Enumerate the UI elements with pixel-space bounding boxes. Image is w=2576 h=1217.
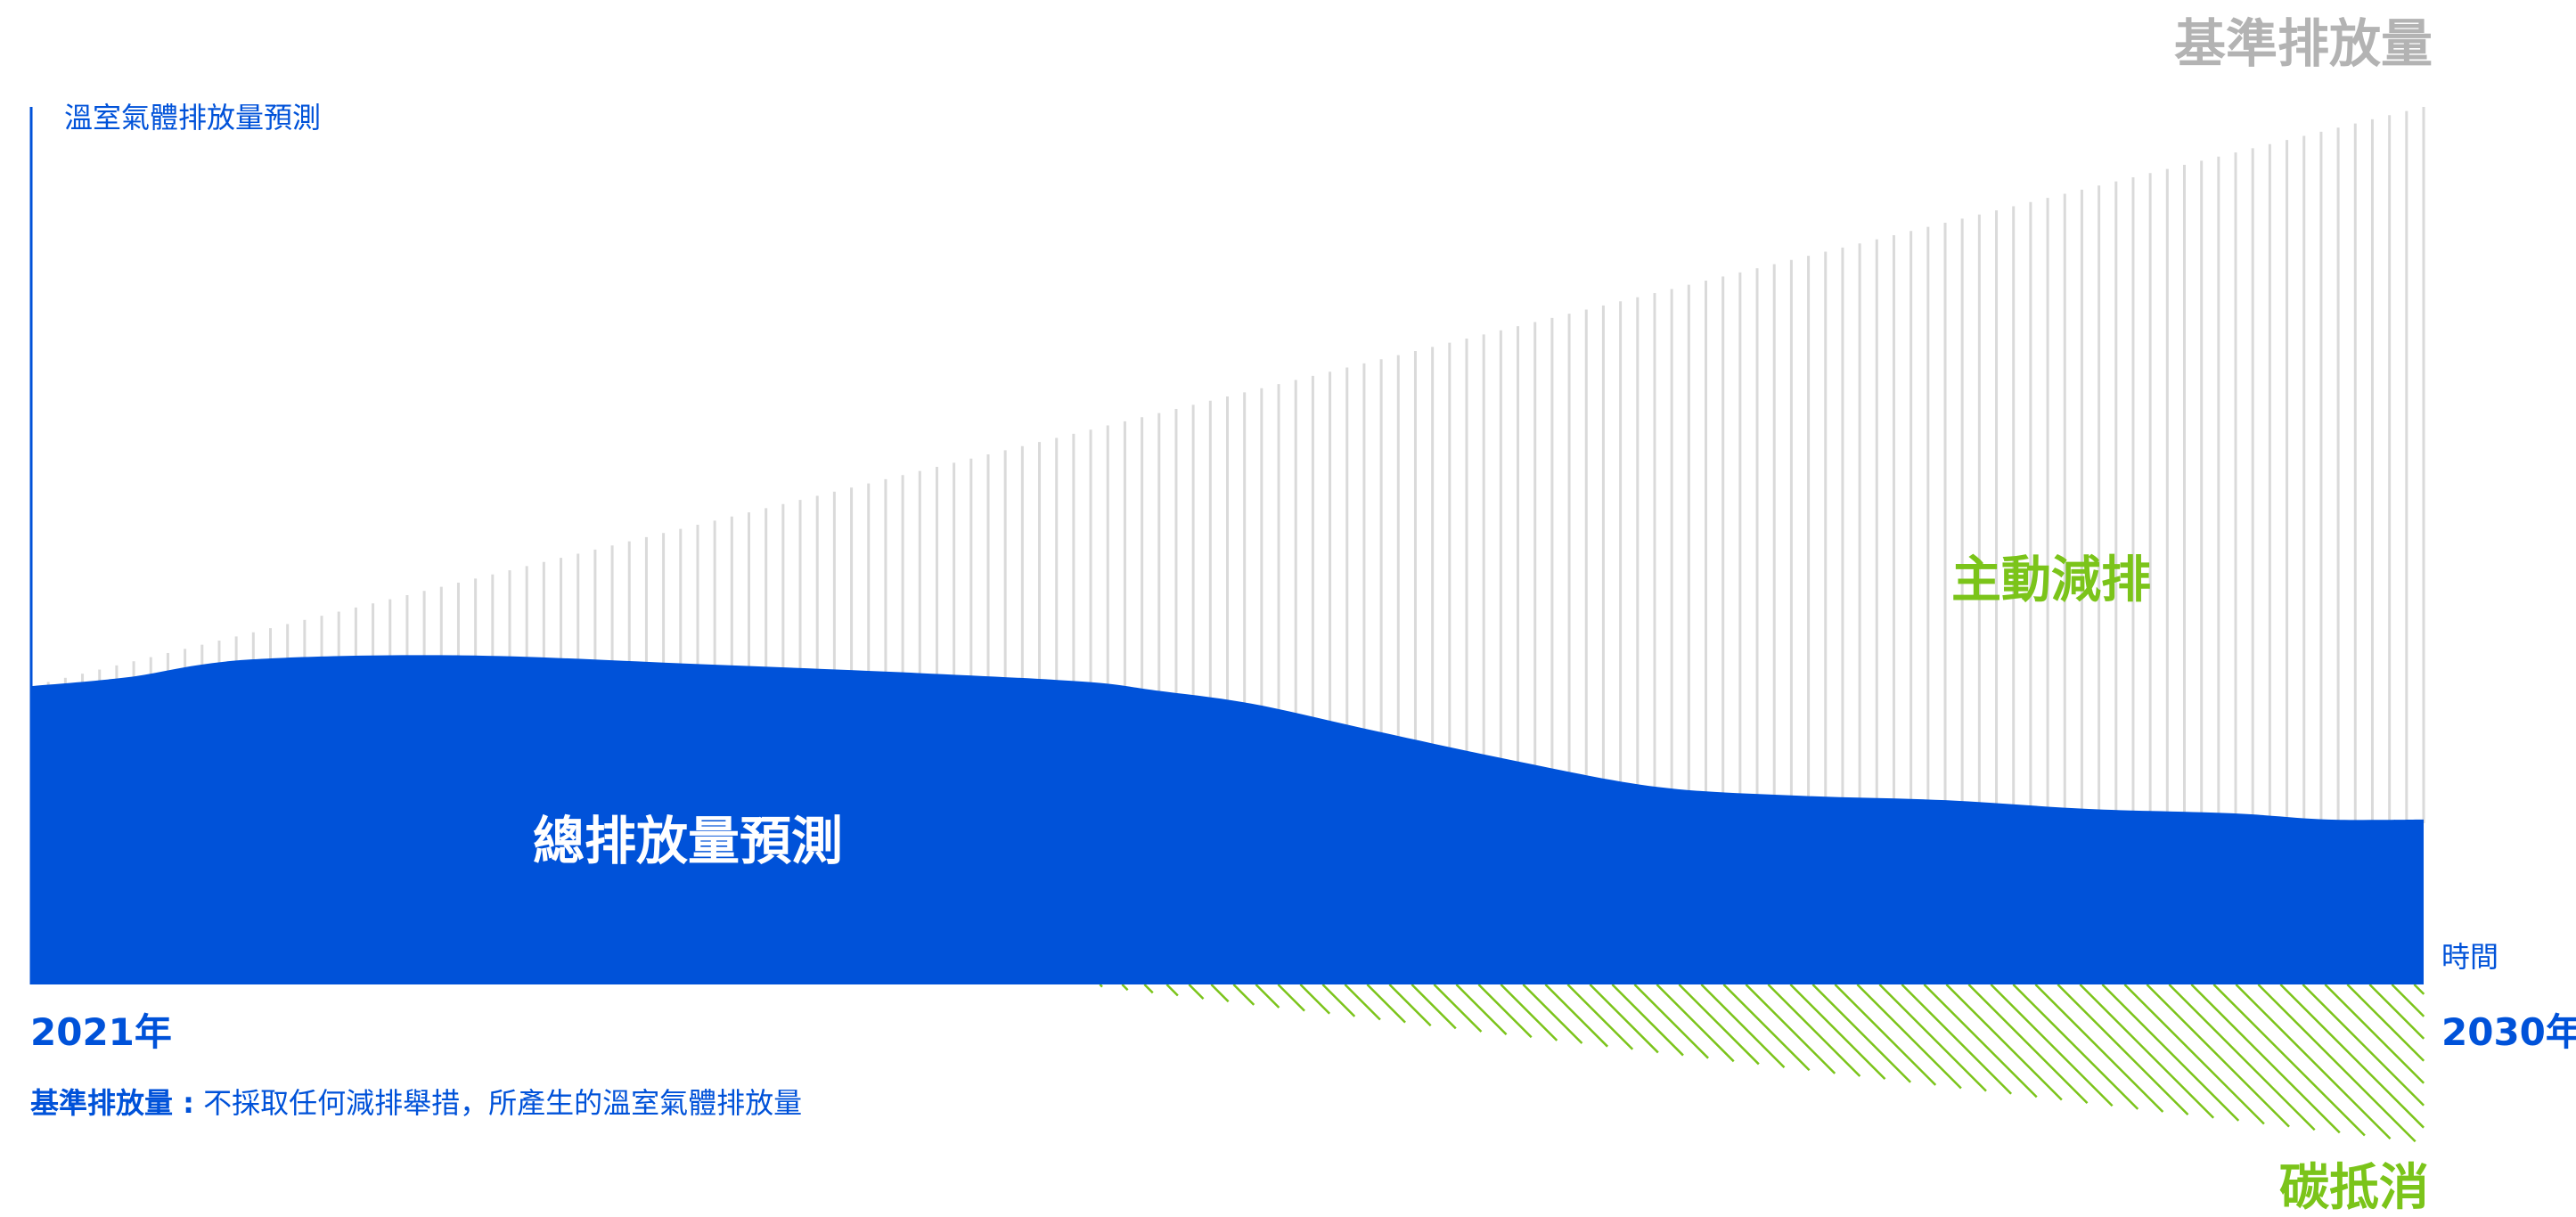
offset-hatch-mark <box>1344 984 1381 1021</box>
baseline-emissions-title: 基準排放量 <box>2174 13 2433 74</box>
offset-hatch-mark <box>1967 984 2089 1105</box>
offset-hatch-mark <box>1411 984 1457 1030</box>
offset-hatch-mark <box>1255 984 1280 1009</box>
offset-hatch-mark <box>1678 984 1760 1066</box>
offset-hatch-mark <box>2346 984 2425 1062</box>
offset-hatch-mark <box>1633 984 1709 1059</box>
offset-hatch-mark <box>1299 984 1331 1015</box>
offset-hatch-mark <box>1767 984 1861 1077</box>
offset-hatch-mark <box>1945 984 2063 1101</box>
offset-hatch-mark <box>1500 984 1558 1041</box>
y-axis-label: 溫室氣體排放量預測 <box>64 101 322 135</box>
offset-hatch-mark <box>2212 984 2366 1137</box>
offset-hatch-mark <box>1856 984 1962 1090</box>
offset-hatch-mark <box>1990 984 2114 1107</box>
offset-hatch-mark <box>2057 984 2189 1116</box>
offset-hatch-mark <box>1722 984 1811 1072</box>
footnote-term: 基準排放量 : <box>30 1086 194 1120</box>
offset-hatch-mark <box>1210 984 1230 1003</box>
offset-hatch-mark <box>1388 984 1432 1027</box>
offset-hatch-mark <box>2413 984 2425 995</box>
baseline-vertical-lines <box>46 107 2425 823</box>
offset-hatch-mark <box>1099 984 1103 988</box>
offset-hatch-mark <box>1834 984 1937 1086</box>
offset-hatch-mark <box>2012 984 2139 1110</box>
offset-hatch-mark <box>1589 984 1659 1054</box>
carbon-offset-hatch <box>1099 984 2425 1143</box>
offset-hatch-mark <box>1745 984 1836 1074</box>
offset-hatch-mark <box>1901 984 2013 1095</box>
x-tick-start: 2021年 <box>30 1010 172 1054</box>
carbon-offset-label: 碳抵消 <box>2279 1159 2429 1217</box>
offset-hatch-mark <box>2168 984 2316 1131</box>
offset-hatch-mark <box>1188 984 1205 1001</box>
x-axis-label: 時間 <box>2441 940 2499 974</box>
offset-hatch-mark <box>1700 984 1786 1068</box>
footnote-text: 不採取任何減排舉措，所產生的溫室氣體排放量 <box>193 1086 803 1120</box>
offset-hatch-mark <box>1477 984 1533 1039</box>
offset-hatch-mark <box>2123 984 2265 1125</box>
offset-hatch-mark <box>1656 984 1735 1063</box>
total-emissions-area <box>31 655 2424 984</box>
offset-hatch-mark <box>2391 984 2425 1017</box>
offset-hatch-mark <box>1878 984 1987 1092</box>
offset-hatch-mark <box>1611 984 1684 1057</box>
x-tick-end: 2030年 <box>2441 1010 2576 1054</box>
offset-hatch-mark <box>2235 984 2392 1140</box>
offset-hatch-mark <box>1923 984 2038 1099</box>
offset-hatch-mark <box>1165 984 1179 997</box>
offset-hatch-mark <box>1433 984 1483 1033</box>
offset-hatch-mark <box>1566 984 1634 1050</box>
offset-hatch-mark <box>2324 984 2425 1084</box>
active-reduction-label: 主動減排 <box>1951 551 2151 609</box>
offset-hatch-mark <box>1232 984 1255 1006</box>
offset-hatch-mark <box>2257 984 2417 1143</box>
offset-hatch-mark <box>1277 984 1305 1012</box>
offset-hatch-mark <box>1544 984 1608 1048</box>
offset-hatch-mark <box>1321 984 1356 1017</box>
total-projection-label: 總排放量預測 <box>533 811 844 871</box>
offset-hatch-mark <box>2279 984 2425 1129</box>
offset-hatch-mark <box>2302 984 2425 1107</box>
offset-hatch-mark <box>2034 984 2164 1113</box>
offset-hatch-mark <box>2146 984 2290 1128</box>
offset-hatch-mark <box>2190 984 2341 1134</box>
offset-hatch-mark <box>1522 984 1583 1044</box>
offset-hatch-mark <box>1811 984 1912 1083</box>
offset-hatch-mark <box>1789 984 1886 1080</box>
offset-hatch-mark <box>1121 984 1129 992</box>
footnote: 基準排放量 : 不採取任何減排舉措，所產生的溫室氣體排放量 <box>30 1089 802 1117</box>
offset-hatch-mark <box>2101 984 2240 1122</box>
offset-hatch-mark <box>1455 984 1508 1036</box>
offset-hatch-mark <box>1143 984 1154 994</box>
offset-hatch-mark <box>2079 984 2215 1119</box>
offset-hatch-mark <box>2368 984 2425 1040</box>
offset-hatch-mark <box>1366 984 1406 1024</box>
